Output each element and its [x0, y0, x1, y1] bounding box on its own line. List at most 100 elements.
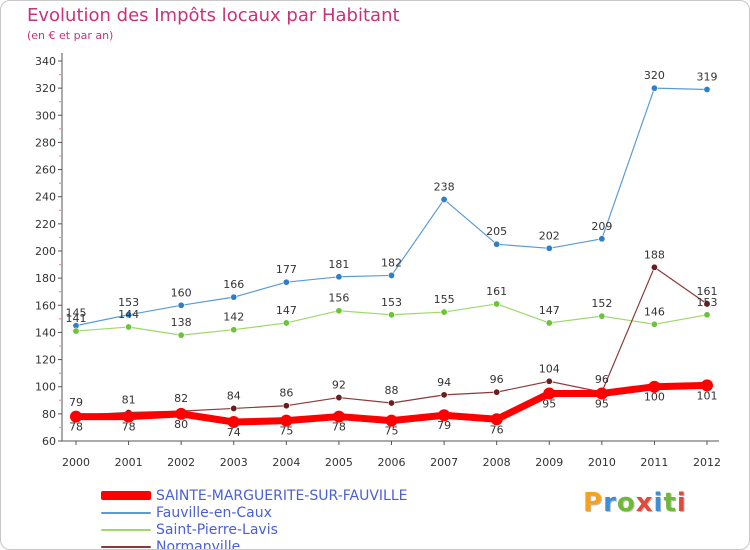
- y-tick-label: 300: [35, 109, 56, 122]
- x-tick-label: 2010: [588, 456, 616, 469]
- data-label: 144: [118, 308, 139, 321]
- x-tick-label: 2011: [640, 456, 668, 469]
- x-tick-label: 2009: [535, 456, 563, 469]
- data-point: [703, 300, 711, 308]
- x-tick-label: 2005: [325, 456, 353, 469]
- data-label: 153: [697, 296, 718, 309]
- data-point: [703, 86, 711, 94]
- legend-label-saint-pierre: Saint-Pierre-Lavis: [156, 521, 278, 538]
- legend: SAINTE-MARGUERITE-SUR-FAUVILLE Fauville-…: [101, 487, 408, 549]
- data-point: [177, 331, 185, 339]
- data-label: 76: [490, 423, 504, 436]
- data-point: [493, 388, 501, 396]
- y-tick-label: 240: [35, 191, 56, 204]
- y-minor-tick: [59, 182, 61, 184]
- y-tick-label: 140: [35, 326, 56, 339]
- data-label: 177: [276, 263, 297, 276]
- data-label: 153: [381, 296, 402, 309]
- x-tick-label: 2012: [693, 456, 721, 469]
- x-tick-label: 2007: [430, 456, 458, 469]
- data-point: [701, 379, 713, 392]
- data-label: 141: [66, 312, 87, 325]
- data-label: 152: [591, 297, 612, 310]
- data-label: 75: [385, 425, 399, 438]
- data-point: [650, 320, 658, 328]
- x-tick-label: 2006: [378, 456, 406, 469]
- data-point: [125, 323, 133, 331]
- data-point: [387, 311, 395, 319]
- data-point: [282, 278, 290, 286]
- y-tick-label: 260: [35, 164, 56, 177]
- legend-item-fauville: Fauville-en-Caux: [101, 504, 408, 521]
- data-point: [122, 410, 135, 423]
- data-label: 142: [223, 311, 244, 324]
- y-minor-tick: [59, 155, 61, 157]
- data-label: 84: [227, 389, 241, 402]
- y-tick-label: 80: [42, 408, 56, 421]
- y-tick-label: 320: [35, 82, 56, 95]
- data-label: 202: [539, 229, 560, 242]
- data-label: 319: [697, 71, 718, 84]
- data-point: [177, 301, 185, 309]
- data-point: [490, 413, 503, 426]
- data-point: [440, 391, 448, 399]
- data-point: [125, 311, 133, 319]
- legend-swatch-sainte-marguerite: [101, 491, 151, 500]
- x-tick-label: 2002: [167, 456, 195, 469]
- logo-letter: i: [676, 488, 687, 518]
- legend-swatch-fauville: [101, 511, 151, 514]
- data-label: 205: [486, 225, 507, 238]
- data-label: 78: [332, 421, 346, 434]
- data-point: [335, 394, 343, 402]
- y-minor-tick: [59, 426, 61, 429]
- y-minor-tick: [59, 318, 61, 320]
- data-point: [703, 311, 711, 319]
- data-label: 209: [591, 220, 612, 233]
- data-label: 81: [122, 394, 136, 407]
- data-point: [598, 312, 606, 320]
- data-point: [282, 319, 290, 327]
- data-point: [545, 244, 553, 252]
- data-label: 147: [539, 304, 560, 317]
- data-label: 182: [381, 256, 402, 269]
- logo-letter: P: [583, 488, 604, 518]
- data-label: 160: [171, 286, 192, 299]
- data-label: 92: [332, 379, 346, 392]
- y-tick-label: 160: [35, 299, 56, 312]
- data-point: [648, 380, 661, 393]
- data-point: [230, 293, 238, 301]
- y-minor-tick: [59, 290, 61, 293]
- y-minor-tick: [59, 73, 61, 76]
- data-point: [332, 410, 345, 423]
- data-label: 188: [644, 248, 665, 261]
- chart-subtitle: (en € et par an): [27, 29, 114, 42]
- data-label: 86: [279, 387, 293, 400]
- x-tick-label: 2000: [62, 456, 90, 469]
- y-minor-tick: [59, 100, 61, 103]
- y-tick-label: 280: [35, 136, 56, 149]
- y-tick-label: 120: [35, 354, 56, 367]
- data-point: [440, 195, 448, 203]
- data-point: [543, 387, 556, 400]
- data-label: 95: [542, 398, 556, 411]
- legend-item-sainte-marguerite: SAINTE-MARGUERITE-SUR-FAUVILLE: [101, 487, 408, 504]
- logo-letter: o: [616, 488, 636, 518]
- data-label: 104: [539, 362, 560, 375]
- y-minor-tick: [59, 372, 61, 374]
- legend-label-sainte-marguerite: SAINTE-MARGUERITE-SUR-FAUVILLE: [156, 487, 408, 504]
- proxiti-logo: Proxiti: [583, 488, 687, 518]
- data-label: 147: [276, 304, 297, 317]
- data-point: [385, 414, 398, 427]
- legend-item-saint-pierre: Saint-Pierre-Lavis: [101, 521, 408, 538]
- data-label: 153: [118, 296, 139, 309]
- data-point: [230, 404, 238, 412]
- data-point: [335, 273, 343, 281]
- data-point: [72, 327, 80, 335]
- data-label: 161: [486, 285, 507, 298]
- y-tick-label: 340: [35, 55, 56, 68]
- y-tick-label: 200: [35, 245, 56, 258]
- data-point: [545, 319, 553, 327]
- data-label: 238: [434, 180, 455, 193]
- x-tick-label: 2008: [483, 456, 511, 469]
- y-tick-label: 220: [35, 218, 56, 231]
